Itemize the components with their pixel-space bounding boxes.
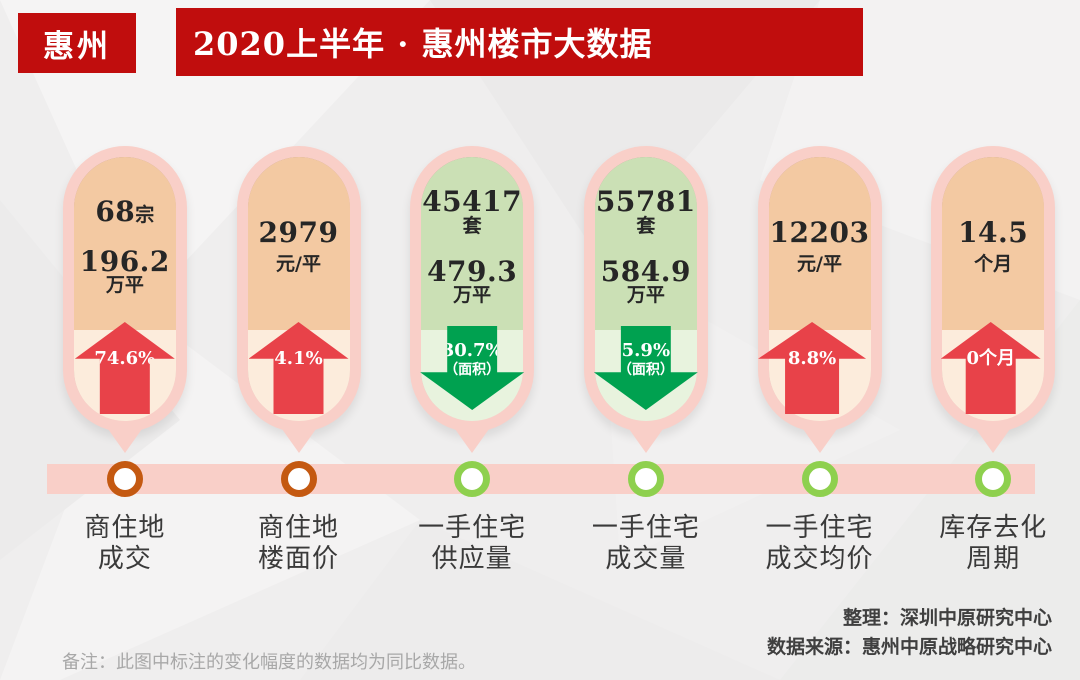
card-label-line: 楼面价 [258,543,340,574]
value-unit: 宗 [135,204,155,227]
value-unit: 套 [462,214,482,237]
change-value: 74.6% [94,348,156,369]
card-value-line: 55781套 [595,187,697,236]
value-number: 479.3 [427,254,518,288]
capsule: 68宗 196.2万平 74.6% [62,146,187,453]
value-number: 55781 [595,185,696,219]
metric-card: 14.5 个月 0个月 库存去化 周期 [906,146,1080,586]
timeline-dot [975,461,1012,497]
cards-row: 68宗 196.2万平 74.6% 商住地 成交 2979 元/平 4.1% 商 [38,146,1080,586]
card-values: 55781套 584.9万平 [594,157,697,330]
card-label: 一手住宅 成交量 [592,513,700,574]
value-unit: 元/平 [276,252,321,275]
capsule-pointer [628,429,663,453]
capsule: 2979 元/平 4.1% [236,146,361,453]
value-unit: 万平 [626,283,665,306]
metric-card: 2979 元/平 4.1% 商住地 楼面价 [212,146,386,586]
timeline-dot [454,461,491,497]
value-number: 45417 [422,185,523,219]
card-value-line: 196.2万平 [74,244,176,296]
card-label-line: 供应量 [431,543,513,574]
metric-card: 55781套 584.9万平 5.9% （面积） 一手住宅 成交量 [559,146,733,586]
title-banner: 2020上半年 · 惠州楼市大数据 [176,8,863,76]
card-values: 14.5 个月 [942,157,1045,330]
value-number: 2979 [258,216,339,250]
card-label-line: 商住地 [258,513,340,543]
card-values: 68宗 196.2万平 [73,157,176,330]
card-value-line: 元/平 [797,252,842,275]
card-label: 库存去化 周期 [939,513,1047,574]
card-label-line: 商住地 [84,513,166,543]
region-label: 惠州 [43,28,111,65]
change-value: 4.1% [274,348,323,369]
card-value-line: 12203 [770,218,870,247]
value-unit: 万平 [453,283,492,306]
card-label: 一手住宅 供应量 [418,513,526,574]
card-value-line: 68宗 [95,197,154,226]
credit-compiler: 整理：深圳中原研究中心 [842,607,1052,629]
card-values: 12203 元/平 [768,157,871,330]
capsule: 14.5 个月 0个月 [931,146,1056,453]
card-values: 45417套 479.3万平 [421,157,524,330]
value-unit: 万平 [105,273,144,296]
page-title: 2020上半年 · 惠州楼市大数据 [193,25,653,63]
value-number: 14.5 [958,216,1029,250]
card-label-line: 一手住宅 [765,513,874,543]
credits: 整理：深圳中原研究中心 数据来源：惠州中原战略研究中心 [767,604,1052,663]
card-label: 一手住宅 成交均价 [766,513,874,574]
capsule: 45417套 479.3万平 30.7% （面积） [410,146,535,453]
capsule-pointer [802,429,837,453]
change-value: 8.8% [787,348,837,369]
change-value: 5.9% [621,340,671,361]
card-value-line: 个月 [974,252,1013,275]
metric-card: 68宗 196.2万平 74.6% 商住地 成交 [38,146,212,586]
card-label-line: 周期 [966,543,1021,574]
value-unit: 个月 [974,252,1013,275]
credit-source: 数据来源：惠州中原战略研究中心 [766,636,1052,659]
region-badge: 惠州 [18,13,136,73]
card-value-line: 45417套 [421,187,523,236]
card-label-line: 成交 [97,543,152,574]
change-note: （面积） [444,362,501,378]
card-label-line: 库存去化 [939,513,1048,543]
capsule-pointer [281,429,316,453]
timeline-dot [106,461,143,497]
capsule-pointer [107,429,142,453]
change-note: （面积） [617,362,674,378]
value-number: 12203 [769,216,870,250]
card-values: 2979 元/平 [247,157,350,330]
value-number: 196.2 [79,244,170,278]
card-label-line: 一手住宅 [591,513,700,543]
value-number: 68 [95,195,136,229]
card-label-line: 一手住宅 [418,513,527,543]
card-value-line: 14.5 [958,218,1028,247]
metric-card: 45417套 479.3万平 30.7% （面积） 一手住宅 供应量 [385,146,559,586]
capsule-pointer [976,429,1011,453]
card-label: 商住地 楼面价 [258,513,339,574]
capsule: 12203 元/平 8.8% [757,146,882,453]
metric-card: 12203 元/平 8.8% 一手住宅 成交均价 [733,146,907,586]
card-label: 商住地 成交 [84,513,165,574]
timeline-dot [627,461,664,497]
change-value: 30.7% [441,340,503,361]
value-number: 584.9 [600,254,691,288]
footnote: 备注：此图中标注的变化幅度的数据均为同比数据。 [62,652,476,673]
value-unit: 元/平 [797,252,842,275]
card-label-line: 成交均价 [765,543,874,574]
value-unit: 套 [636,214,656,237]
change-value: 0个月 [966,348,1015,369]
capsule-inner: 55781套 584.9万平 [594,157,697,421]
capsule-pointer [455,429,490,453]
capsule: 55781套 584.9万平 5.9% （面积） [583,146,708,453]
timeline-band [47,464,1035,494]
card-value-line: 元/平 [276,252,321,275]
card-value-line: 584.9万平 [595,254,697,306]
card-value-line: 2979 [259,218,339,247]
timeline-dot [801,461,838,497]
card-label-line: 成交量 [605,543,687,574]
timeline-dot [280,461,317,497]
card-value-line: 479.3万平 [421,254,523,306]
